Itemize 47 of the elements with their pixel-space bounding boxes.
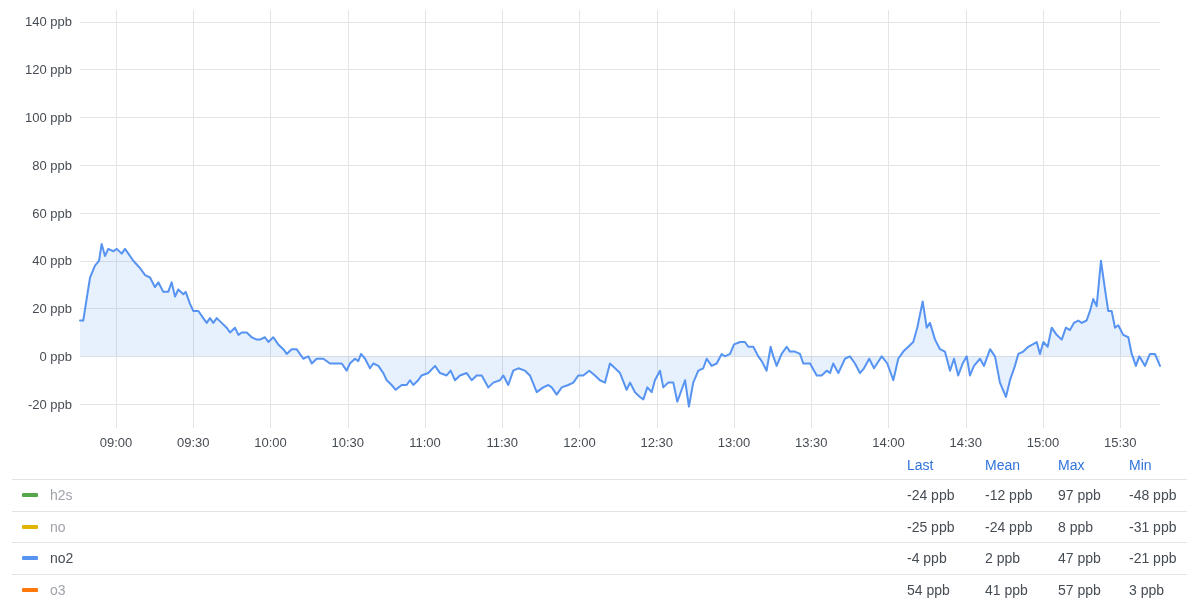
- text: Min: [1129, 457, 1152, 473]
- text: -24 ppb: [907, 487, 955, 503]
- y-tick-label: 80 ppb: [32, 157, 72, 173]
- text: Mean: [985, 457, 1021, 473]
- text: -4 ppb: [907, 550, 947, 566]
- text: 8 ppb: [1058, 518, 1094, 535]
- y-tick-label: 100 ppb: [25, 109, 72, 125]
- text: 57 ppb: [1058, 581, 1101, 598]
- y-tick-label: 40 ppb: [32, 253, 72, 269]
- x-tick-label: 13:30: [795, 435, 828, 450]
- y-tick-label: 0 ppb: [39, 348, 72, 364]
- legend-label: no: [50, 518, 66, 535]
- text: 41 ppb: [985, 581, 1028, 598]
- x-tick-label: 14:00: [872, 435, 905, 450]
- x-tick-label: 15:00: [1026, 435, 1060, 450]
- text: 2 ppb: [985, 550, 1021, 566]
- text: Last: [907, 457, 934, 473]
- text: -25 ppb: [907, 518, 955, 535]
- legend-label: o3: [50, 581, 66, 598]
- x-tick-label: 09:30: [176, 435, 210, 450]
- y-tick-label: 120 ppb: [25, 62, 72, 78]
- text: -48 ppb: [1129, 487, 1177, 503]
- x-tick-label: 11:30: [486, 435, 519, 450]
- x-tick-label: 13:00: [717, 435, 751, 450]
- text: 47 ppb: [1058, 550, 1101, 566]
- x-tick-label: 14:30: [949, 435, 983, 450]
- text: Max: [1058, 457, 1085, 473]
- y-tick-label: 140 ppb: [25, 14, 72, 30]
- y-tick-label: -20 ppb: [27, 396, 72, 412]
- text: 97 ppb: [1058, 487, 1101, 503]
- y-tick-label: 60 ppb: [32, 205, 72, 221]
- text: -12 ppb: [985, 487, 1033, 503]
- x-tick-label: 10:00: [254, 435, 287, 450]
- x-tick-label: 09:00: [99, 435, 133, 450]
- legend-label: h2s: [50, 487, 73, 503]
- x-tick-label: 15:30: [1104, 435, 1137, 450]
- x-tick-label: 12:30: [640, 435, 674, 450]
- text: -31 ppb: [1129, 518, 1177, 535]
- x-tick-label: 12:00: [563, 435, 596, 450]
- x-tick-label: 11:00: [409, 435, 441, 450]
- legend-label: no2: [50, 550, 74, 566]
- text: -24 ppb: [985, 518, 1033, 535]
- text: -21 ppb: [1129, 550, 1177, 566]
- y-tick-label: 20 ppb: [32, 301, 72, 317]
- x-tick-label: 10:30: [331, 435, 365, 450]
- text: 54 ppb: [907, 581, 950, 598]
- text: 3 ppb: [1129, 581, 1165, 598]
